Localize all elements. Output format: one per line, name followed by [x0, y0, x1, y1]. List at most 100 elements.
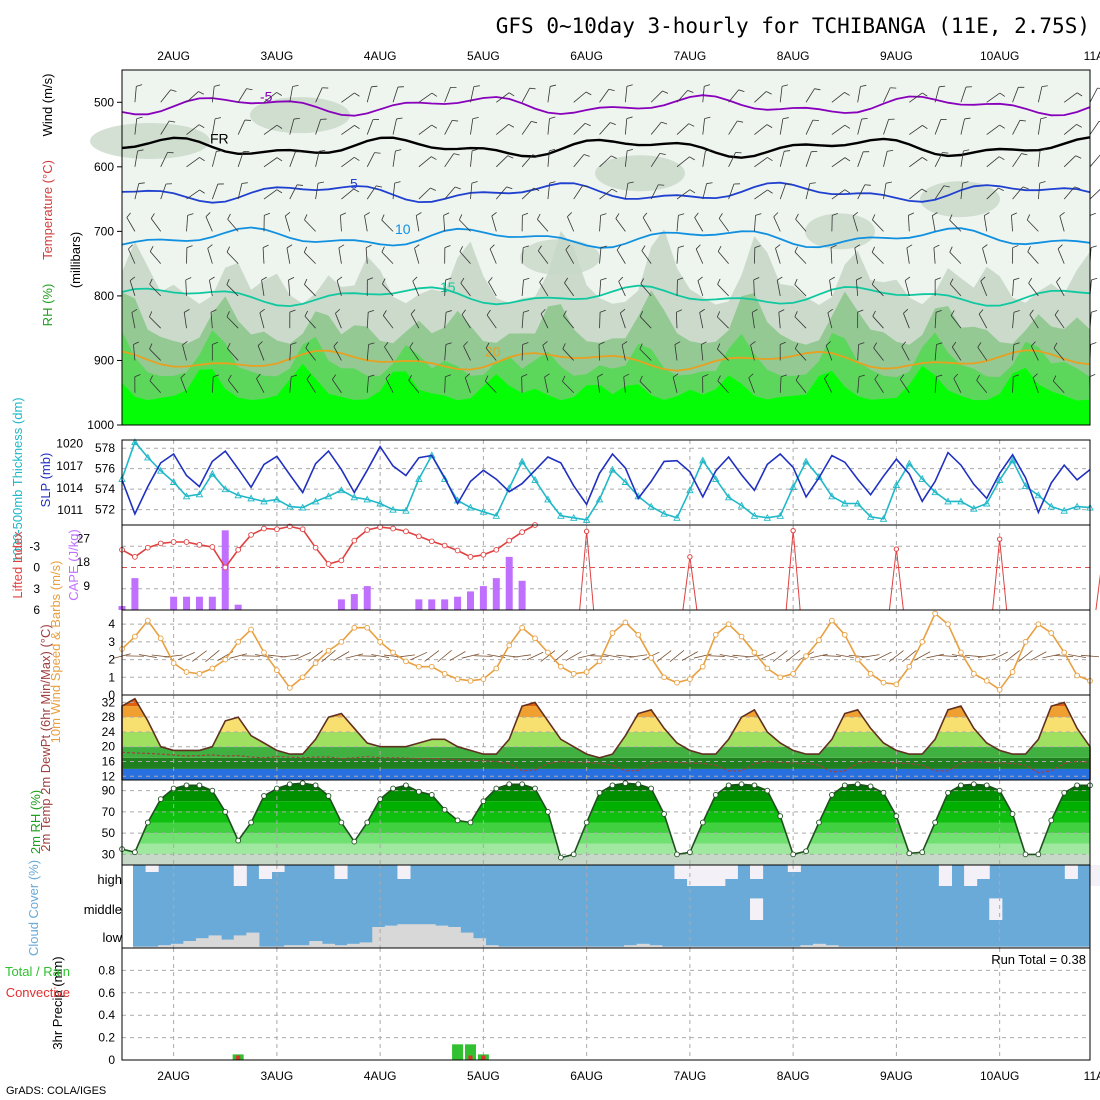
wind-barb: [412, 280, 420, 297]
wind-barb-flag: [488, 277, 493, 283]
wind-barb-flag: [332, 374, 337, 380]
wind-barb: [286, 247, 291, 264]
wind-barb-flag: [353, 188, 360, 193]
wind-barb-flag: [452, 119, 459, 122]
lifted-index-line-point: [299, 526, 306, 533]
wind-barb: [1068, 654, 1087, 658]
wind-barb: [1005, 650, 1020, 662]
wind-barb: [392, 118, 397, 135]
wind-speed-line-point: [596, 658, 603, 665]
precip-panel-bg: [122, 948, 1090, 1060]
wind-barb: [875, 651, 892, 661]
date-label-top: 5AUG: [467, 49, 500, 63]
wind-barb-flag: [542, 341, 548, 346]
wind-barb-flag: [256, 373, 261, 379]
wind-barb: [794, 348, 807, 361]
lifted-index-spike: [1095, 573, 1100, 611]
wind-barb: [599, 88, 610, 103]
wind-speed-line-point: [661, 674, 667, 681]
wind-barb: [366, 119, 374, 135]
wind-barb-flag: [687, 89, 694, 93]
date-label-top: 3AUG: [261, 49, 294, 63]
lifted-index-point: [893, 546, 900, 552]
wind-barb: [650, 184, 659, 200]
wind-barb: [521, 279, 524, 296]
cloud-cell: [787, 865, 801, 872]
wind-speed-line-point: [222, 656, 229, 663]
wind-barb-flag: [1032, 373, 1038, 378]
wind-speed-line-point: [144, 617, 151, 624]
cloud-cell: [624, 945, 638, 948]
thickness-line-point: [1034, 491, 1043, 499]
thickness-line-point: [737, 501, 746, 509]
thickness-line-point: [131, 438, 139, 445]
wind-barb-flag: [932, 212, 938, 216]
wind-barb: [830, 247, 833, 264]
wind-barb: [779, 118, 784, 135]
wind-barb-flag: [814, 88, 821, 91]
wind-barb: [544, 377, 549, 393]
wind-barb: [909, 125, 923, 135]
rh-line-point: [583, 819, 590, 826]
rh-line-point: [532, 785, 538, 792]
thickness-line-point: [673, 513, 681, 521]
wind-speed-line-point: [958, 649, 964, 656]
cloud-cell: [775, 946, 789, 948]
contour-label: 15: [440, 279, 456, 295]
thickness-line-point: [686, 486, 694, 494]
cloud-cell: [674, 865, 688, 879]
wind-barb: [901, 346, 910, 361]
wind-barb-flag: [382, 310, 387, 316]
wind-barb: [675, 312, 678, 329]
wind-barb-flag: [317, 181, 324, 184]
wind-barb-flag: [1097, 87, 1100, 89]
lifted-index-line-point: [390, 525, 396, 532]
wind-barb: [444, 312, 447, 329]
wind-barb: [825, 345, 833, 361]
cloud-panel: high middle low Cloud Cover (%): [26, 860, 1100, 956]
wind-barb: [639, 381, 652, 394]
wind-barb: [779, 183, 787, 200]
lifted-index-line-point: [519, 529, 525, 535]
wind-barb: [333, 651, 350, 661]
wind-barb: [289, 151, 296, 167]
wind-barb-flag: [374, 152, 381, 154]
cape-bar: [363, 586, 371, 610]
rh-line-point: [299, 780, 306, 787]
wind-barb: [381, 219, 394, 232]
wind-barb-flag: [1076, 92, 1083, 97]
wind-barb: [365, 247, 368, 264]
wind-barb-flag: [872, 310, 876, 317]
wind-barb: [785, 650, 801, 663]
thickness-line-point: [931, 488, 939, 496]
wind-barb: [754, 189, 768, 200]
wind-barb-flag: [773, 212, 779, 218]
wind-barb-flag: [149, 311, 153, 318]
lifted-index-point: [687, 554, 693, 560]
cloud-cell: [233, 935, 247, 948]
wind-barb-flag: [381, 246, 385, 253]
cloud-cell: [410, 924, 424, 948]
wind-barb: [873, 347, 884, 361]
stability-panel: -3 0 3 6 9 18 27 Lifted Index CAPE (J/kg): [10, 522, 1100, 617]
wind-barb: [1042, 653, 1061, 659]
wind-barb: [855, 279, 859, 296]
thickness-line-point: [776, 511, 784, 519]
wind-barb-flag: [544, 373, 550, 378]
cloud-cell: [334, 865, 348, 879]
wind-barb: [491, 215, 497, 232]
wind-barb-flag: [830, 244, 837, 249]
wind-barb-flag: [226, 311, 230, 317]
wind-barb: [488, 281, 497, 297]
rh-line-point: [377, 796, 383, 802]
wind-barb: [126, 217, 136, 232]
cloud-cell: [535, 946, 550, 948]
wind-barb-flag: [621, 341, 628, 346]
cape-tick: 9: [83, 579, 90, 593]
thickness-line-point: [582, 515, 591, 523]
wind-barb: [263, 189, 278, 200]
wind-barb: [280, 654, 299, 658]
humidity-panel: 30 50 70 90 2m RH (%): [28, 779, 1093, 866]
wind-barb: [1063, 155, 1076, 168]
wind-barb: [904, 280, 910, 297]
